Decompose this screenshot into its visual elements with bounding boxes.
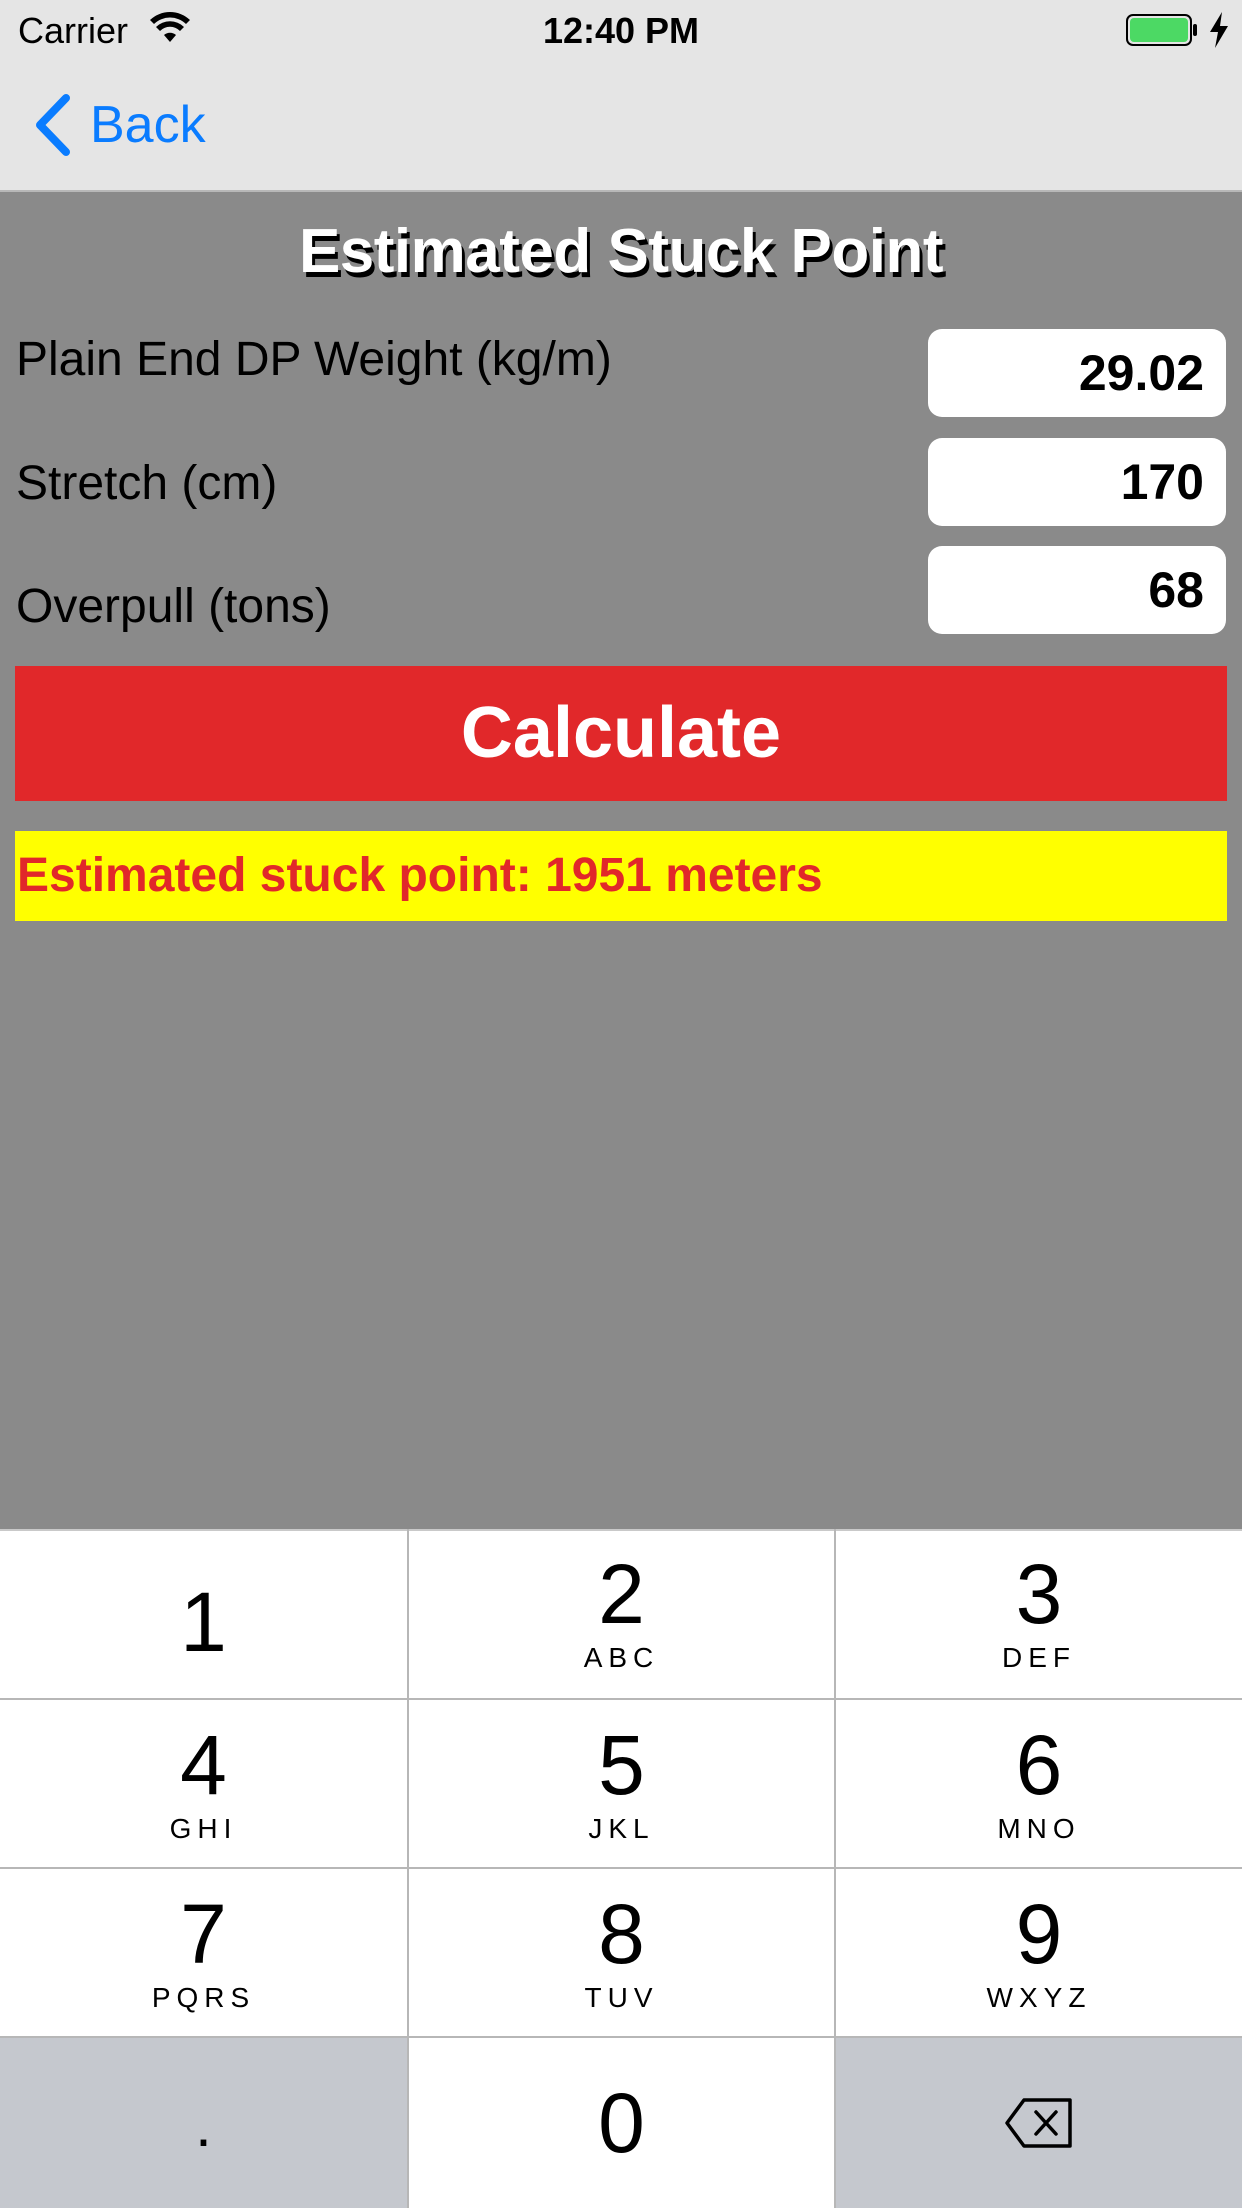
navigation-bar: Carrier 12:40 PM Back <box>0 0 1242 192</box>
key-2-letters: ABC <box>583 1642 660 1673</box>
key-4-digit: 4 <box>180 1718 227 1812</box>
key-0-digit: 0 <box>598 2076 645 2170</box>
key-8[interactable]: 8 TUV <box>409 1869 834 2036</box>
charging-bolt-icon <box>1210 12 1228 48</box>
keypad-divider <box>834 1529 836 2208</box>
overpull-input[interactable] <box>928 546 1226 634</box>
keypad-divider <box>407 1529 409 2208</box>
key-2[interactable]: 2 ABC <box>409 1529 834 1698</box>
calculate-button[interactable]: Calculate <box>15 666 1227 801</box>
wifi-icon <box>150 12 190 42</box>
key-8-digit: 8 <box>598 1887 645 1981</box>
key-9[interactable]: 9 WXYZ <box>836 1869 1242 2036</box>
key-decimal-glyph: . <box>195 2092 212 2159</box>
back-button[interactable]: Back <box>30 90 206 160</box>
stretch-input[interactable] <box>928 438 1226 526</box>
key-5[interactable]: 5 JKL <box>409 1700 834 1867</box>
delete-backspace-icon <box>1005 2098 1072 2148</box>
dp-weight-input[interactable] <box>928 329 1226 417</box>
key-3-digit: 3 <box>1015 1547 1063 1641</box>
key-7-digit: 7 <box>180 1887 227 1981</box>
key-8-letters: TUV <box>584 1982 659 2013</box>
key-9-digit: 9 <box>1015 1887 1063 1981</box>
keypad-divider <box>0 1867 1242 1869</box>
key-3[interactable]: 3 DEF <box>836 1529 1242 1698</box>
key-2-digit: 2 <box>598 1547 645 1641</box>
key-5-letters: JKL <box>588 1813 655 1844</box>
key-3-letters: DEF <box>1002 1642 1076 1673</box>
key-1[interactable]: 1 <box>0 1529 407 1698</box>
key-0[interactable]: 0 <box>409 2038 834 2208</box>
key-6-letters: MNO <box>997 1813 1081 1844</box>
key-5-digit: 5 <box>598 1718 645 1812</box>
overpull-label: Overpull (tons) <box>16 580 331 633</box>
key-delete[interactable] <box>836 2038 1242 2208</box>
keypad-top-divider <box>0 1529 1242 1531</box>
key-6-digit: 6 <box>1015 1718 1063 1812</box>
status-bar: Carrier 12:40 PM <box>0 0 1242 60</box>
stretch-label: Stretch (cm) <box>16 457 278 510</box>
chevron-left-icon <box>36 94 70 156</box>
key-4[interactable]: 4 GHI <box>0 1700 407 1867</box>
clock: 12:40 PM <box>542 10 700 51</box>
result-label: Estimated stuck point: 1951 meters <box>15 831 1227 921</box>
page-title: Estimated Stuck Point <box>298 217 944 286</box>
key-decimal[interactable]: . <box>0 2038 407 2208</box>
dp-weight-label: Plain End DP Weight (kg/m) <box>16 333 612 386</box>
battery-icon <box>1126 14 1197 46</box>
back-button-label: Back <box>90 96 206 154</box>
key-7-letters: PQRS <box>151 1982 256 2013</box>
key-1-digit: 1 <box>180 1575 227 1669</box>
keypad-divider <box>0 1698 1242 1700</box>
keypad-divider <box>0 2036 1242 2038</box>
key-7[interactable]: 7 PQRS <box>0 1869 407 2036</box>
key-6[interactable]: 6 MNO <box>836 1700 1242 1867</box>
carrier-label: Carrier <box>18 10 129 51</box>
numeric-keypad: 1 2 ABC 3 DEF 4 GHI 5 JKL 6 MNO 7 PQRS 8 <box>0 1529 1242 2208</box>
key-9-letters: WXYZ <box>986 1982 1092 2013</box>
key-4-letters: GHI <box>169 1813 238 1844</box>
